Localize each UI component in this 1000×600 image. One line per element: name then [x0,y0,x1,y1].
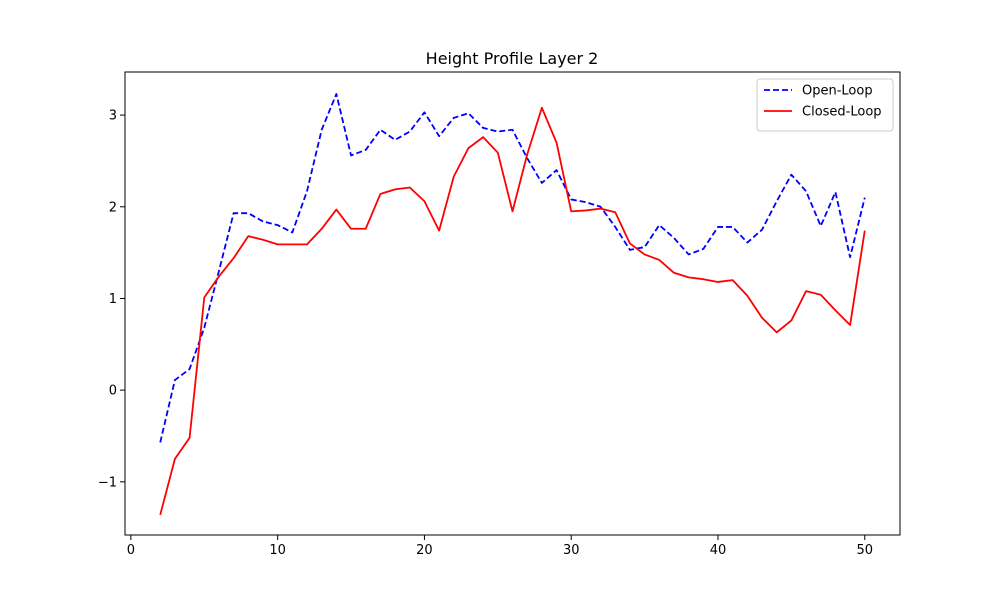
x-tick-label: 30 [563,543,580,558]
legend: Open-Loop Closed-Loop [756,78,894,132]
x-tick-label: 50 [856,543,873,558]
x-tick-label: 40 [710,543,727,558]
y-tick-label: −1 [98,475,117,490]
series-line-closed-loop [159,106,866,516]
x-tick-label: 10 [269,543,286,558]
x-tick-label: 20 [416,543,433,558]
legend-label: Closed-Loop [802,105,882,120]
y-tick-label: 3 [109,109,117,124]
plot-frame [124,71,901,536]
y-tick-label: 0 [109,384,117,399]
x-tick-label: 0 [127,543,135,558]
series-line-open-loop [159,93,866,443]
y-tick-label: 1 [109,292,117,307]
chart-title: Height Profile Layer 2 [426,49,599,68]
y-tick-label: 2 [109,200,117,215]
legend-box [756,78,894,132]
plot-area [159,93,866,516]
axes: 0 10 20 30 40 50 −1 0 1 2 3 [98,71,901,558]
legend-label: Open-Loop [802,84,873,99]
